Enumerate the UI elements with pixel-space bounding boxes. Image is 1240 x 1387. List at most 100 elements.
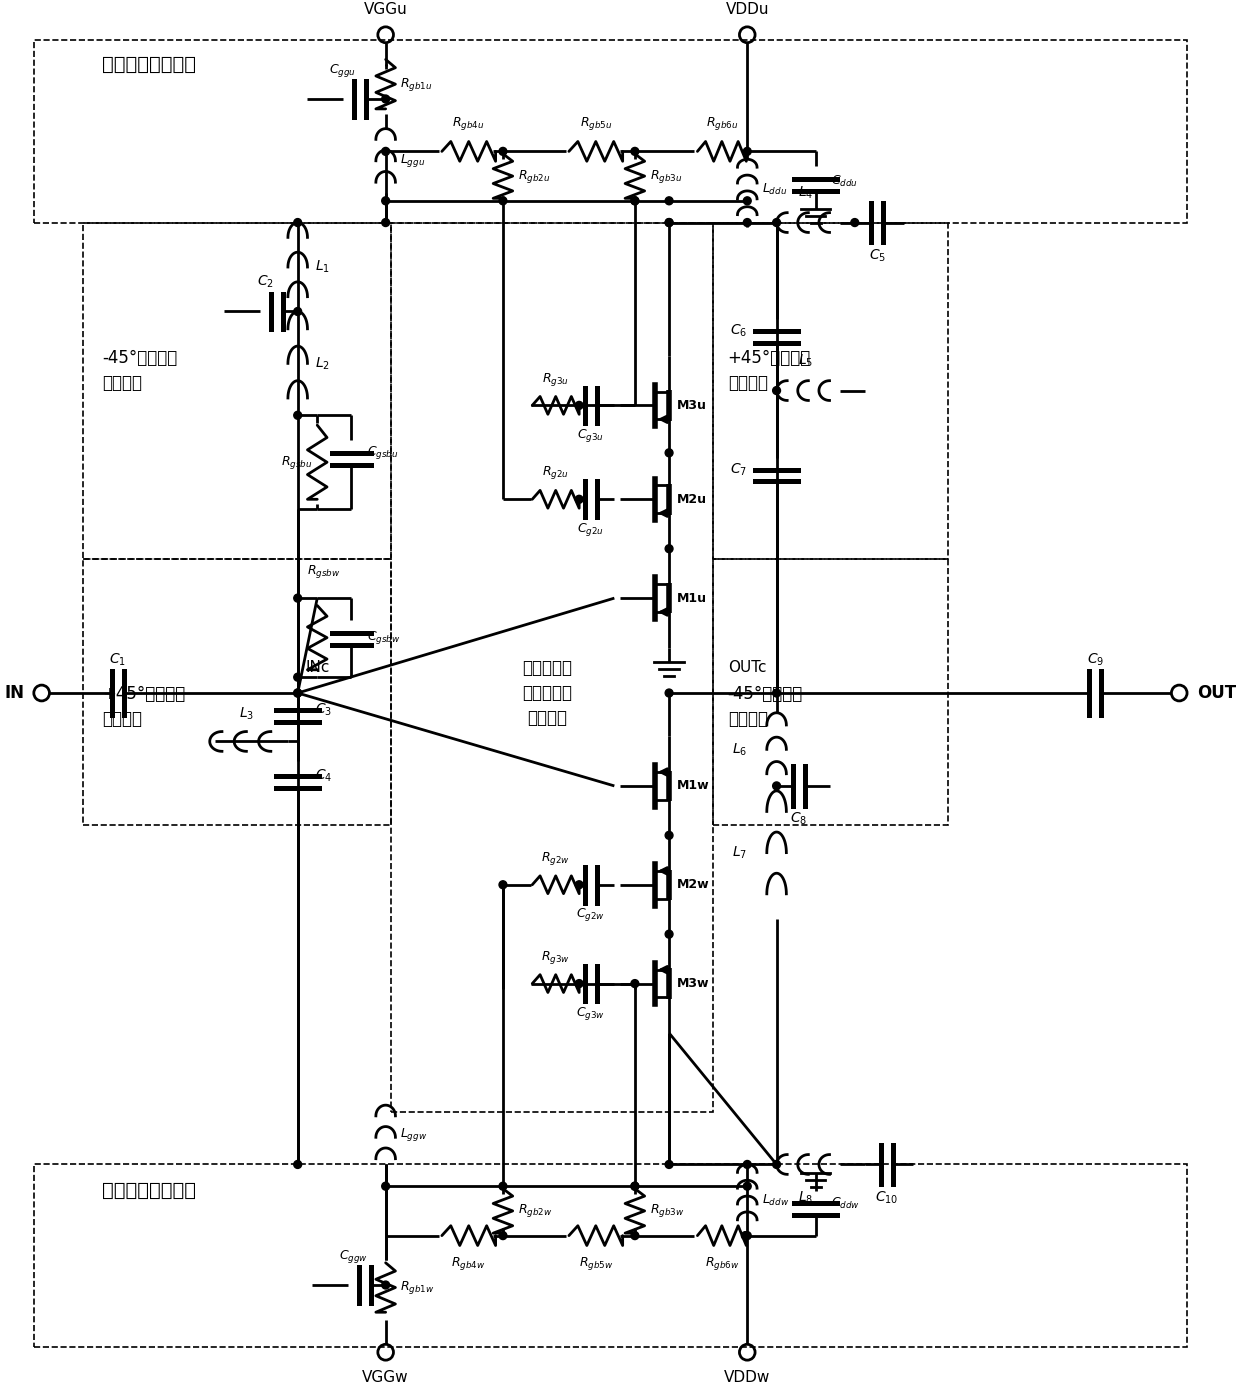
Circle shape — [631, 147, 639, 155]
Text: $R_{gsbw}$: $R_{gsbw}$ — [308, 563, 341, 580]
Text: $R_{gb3u}$: $R_{gb3u}$ — [650, 168, 682, 184]
Text: $R_{gb4w}$: $R_{gb4w}$ — [451, 1255, 486, 1272]
Circle shape — [498, 1232, 507, 1240]
Circle shape — [665, 831, 673, 839]
Bar — [83, 559, 391, 825]
Circle shape — [665, 219, 673, 226]
Text: $C_4$: $C_4$ — [315, 768, 332, 784]
Text: $L_1$: $L_1$ — [315, 259, 330, 275]
Circle shape — [631, 1182, 639, 1190]
Bar — [83, 222, 391, 559]
Circle shape — [631, 979, 639, 988]
Text: M1w: M1w — [677, 779, 709, 792]
Bar — [713, 222, 947, 559]
Circle shape — [773, 219, 780, 226]
Circle shape — [294, 594, 301, 602]
Circle shape — [743, 1161, 751, 1168]
Text: $C_5$: $C_5$ — [869, 247, 885, 264]
Circle shape — [631, 197, 639, 205]
Text: $C_{ddw}$: $C_{ddw}$ — [831, 1196, 861, 1211]
Text: M2w: M2w — [677, 878, 709, 892]
Circle shape — [294, 689, 301, 696]
Text: VGGu: VGGu — [363, 1, 408, 17]
Text: $L_7$: $L_7$ — [732, 845, 748, 861]
Text: 第二供电偏置网络: 第二供电偏置网络 — [102, 1182, 196, 1200]
Text: $L_4$: $L_4$ — [799, 184, 813, 201]
Text: $R_{gb2w}$: $R_{gb2w}$ — [517, 1203, 552, 1219]
Text: M1u: M1u — [677, 592, 707, 605]
Circle shape — [498, 1182, 507, 1190]
Circle shape — [631, 1182, 639, 1190]
Text: $C_2$: $C_2$ — [257, 273, 274, 290]
Text: $C_{ddu}$: $C_{ddu}$ — [831, 173, 858, 189]
Text: $R_{g2w}$: $R_{g2w}$ — [541, 850, 570, 867]
Text: $L_6$: $L_6$ — [732, 741, 748, 757]
Circle shape — [498, 881, 507, 889]
Circle shape — [575, 881, 583, 889]
Text: $C_{10}$: $C_{10}$ — [875, 1189, 899, 1205]
Text: $L_{ggu}$: $L_{ggu}$ — [401, 153, 425, 169]
Circle shape — [631, 197, 639, 205]
Circle shape — [575, 979, 583, 988]
Text: OUT: OUT — [1197, 684, 1236, 702]
Circle shape — [382, 96, 389, 103]
Text: VDDu: VDDu — [725, 1, 769, 17]
Circle shape — [665, 1161, 673, 1168]
Text: $C_9$: $C_9$ — [1086, 652, 1104, 669]
Text: $L_2$: $L_2$ — [315, 355, 330, 372]
Circle shape — [294, 1161, 301, 1168]
Circle shape — [773, 689, 780, 696]
Circle shape — [665, 219, 673, 226]
Text: VGGw: VGGw — [362, 1370, 409, 1386]
Circle shape — [665, 931, 673, 938]
Circle shape — [742, 1232, 749, 1240]
Text: $C_6$: $C_6$ — [730, 323, 748, 340]
Text: $L_{ddu}$: $L_{ddu}$ — [761, 182, 787, 197]
Text: $R_{g3w}$: $R_{g3w}$ — [541, 949, 570, 965]
Text: $R_{gb2u}$: $R_{gb2u}$ — [517, 168, 551, 184]
Text: $R_{gb1w}$: $R_{gb1w}$ — [401, 1279, 435, 1295]
Circle shape — [498, 197, 507, 205]
Circle shape — [773, 1161, 780, 1168]
Text: +45°移相输入
匹配网络: +45°移相输入 匹配网络 — [102, 685, 186, 728]
Text: 双路平衡型
三堆叠功率
放大网络: 双路平衡型 三堆叠功率 放大网络 — [522, 659, 572, 727]
Circle shape — [382, 147, 389, 155]
Text: $R_{gb1u}$: $R_{gb1u}$ — [401, 76, 433, 93]
Text: $C_{g2u}$: $C_{g2u}$ — [578, 522, 604, 538]
Circle shape — [294, 308, 301, 315]
Circle shape — [743, 197, 751, 205]
Circle shape — [382, 1182, 389, 1190]
Bar — [33, 40, 1187, 222]
Text: +45°移相输出
匹配网络: +45°移相输出 匹配网络 — [728, 350, 811, 393]
Text: $C_3$: $C_3$ — [315, 702, 332, 718]
Circle shape — [294, 219, 301, 226]
Text: $R_{gb5u}$: $R_{gb5u}$ — [579, 115, 613, 132]
Circle shape — [294, 412, 301, 419]
Circle shape — [665, 197, 673, 205]
Text: $L_5$: $L_5$ — [799, 352, 813, 369]
Circle shape — [743, 147, 751, 155]
Text: $C_7$: $C_7$ — [730, 462, 748, 479]
Text: $L_{ggw}$: $L_{ggw}$ — [401, 1126, 428, 1143]
Text: M2u: M2u — [677, 492, 707, 506]
Text: IN: IN — [4, 684, 24, 702]
Text: $R_{gb4u}$: $R_{gb4u}$ — [453, 115, 485, 132]
Circle shape — [382, 219, 389, 226]
Text: $C_{ggw}$: $C_{ggw}$ — [339, 1248, 368, 1265]
Text: $C_{gsbw}$: $C_{gsbw}$ — [367, 630, 401, 646]
Circle shape — [743, 219, 751, 226]
Text: $R_{gb6u}$: $R_{gb6u}$ — [706, 115, 738, 132]
Text: $R_{gb3w}$: $R_{gb3w}$ — [650, 1203, 684, 1219]
Bar — [713, 559, 947, 825]
Circle shape — [294, 673, 301, 681]
Circle shape — [575, 495, 583, 503]
Circle shape — [665, 449, 673, 456]
Text: OUTc: OUTc — [728, 660, 766, 675]
Text: $R_{gb6w}$: $R_{gb6w}$ — [704, 1255, 739, 1272]
Bar — [391, 222, 713, 1112]
Circle shape — [773, 387, 780, 394]
Circle shape — [851, 219, 858, 226]
Circle shape — [382, 1282, 389, 1289]
Text: $C_{gsbu}$: $C_{gsbu}$ — [367, 444, 398, 462]
Circle shape — [665, 545, 673, 552]
